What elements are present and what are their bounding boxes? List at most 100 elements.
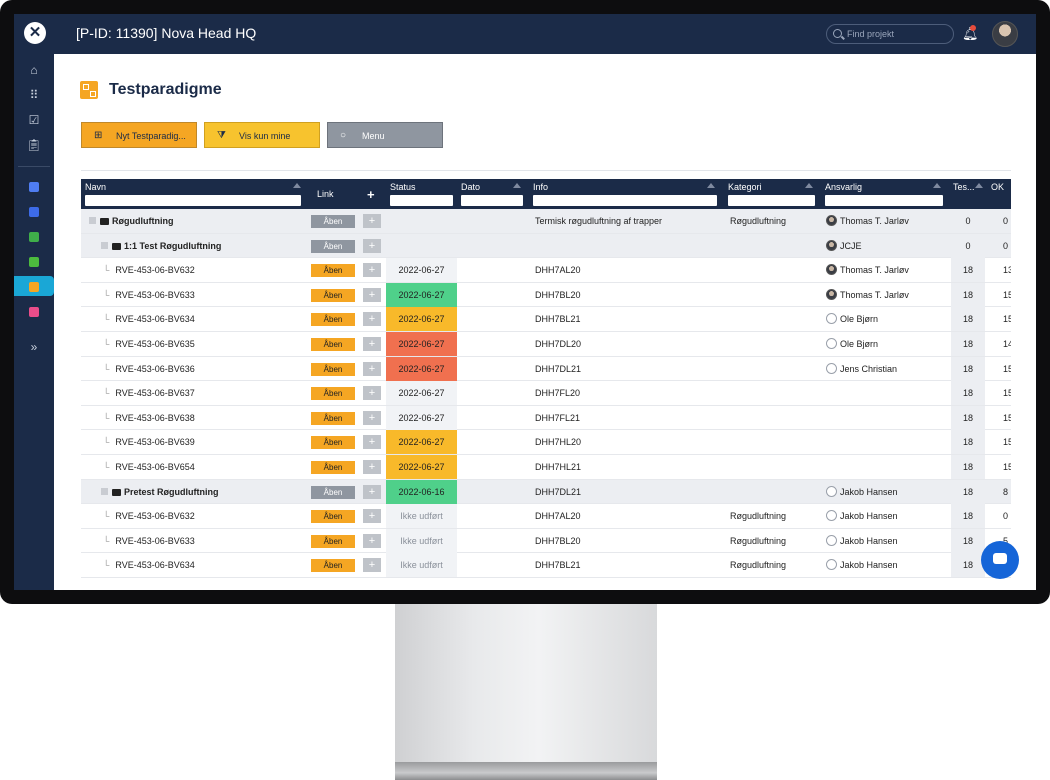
table-row[interactable]: └ RVE-453-06-BV634 Åben + Ikke udført DHH7BL2…: [81, 553, 1011, 578]
show-only-mine-button[interactable]: ⧩ Vis kun mine: [204, 122, 320, 148]
user-avatar[interactable]: [992, 21, 1018, 47]
open-button[interactable]: Åben: [311, 461, 355, 474]
status-cell[interactable]: 2022-06-27: [386, 405, 457, 430]
testparadigm-icon[interactable]: [14, 276, 54, 296]
group-row[interactable]: Røgudluftning Åben + Termisk røgudluftning …: [81, 209, 1011, 234]
column-info[interactable]: Info: [529, 179, 721, 209]
status-cell[interactable]: Ikke udført: [386, 553, 457, 578]
checklist-icon[interactable]: ☑: [28, 113, 40, 127]
sort-icon[interactable]: [975, 183, 983, 188]
filter-dato-input[interactable]: [461, 195, 523, 206]
apps-grid-icon[interactable]: ⠿: [29, 88, 39, 102]
open-button[interactable]: Åben: [311, 411, 355, 425]
open-button[interactable]: Åben: [311, 510, 355, 524]
add-button[interactable]: +: [363, 361, 381, 376]
add-button[interactable]: +: [363, 460, 381, 474]
status-cell[interactable]: 2022-06-16: [386, 479, 457, 504]
sort-icon[interactable]: [513, 183, 521, 188]
app-logo-icon[interactable]: ✕: [24, 22, 46, 44]
status-cell[interactable]: [386, 209, 457, 233]
column-kategori[interactable]: Kategori: [724, 179, 819, 209]
filter-kategori-input[interactable]: [728, 195, 815, 206]
calendar-icon[interactable]: [14, 176, 54, 196]
open-button[interactable]: Åben: [311, 436, 355, 450]
add-button[interactable]: +: [363, 263, 381, 278]
report-icon[interactable]: [14, 301, 54, 321]
expand-sidebar-icon[interactable]: »: [30, 340, 38, 354]
table-row[interactable]: └ RVE-453-06-BV635 Åben +2022-06-27 DHH7DL20…: [81, 332, 1011, 357]
add-button[interactable]: +: [363, 337, 381, 351]
add-row-icon[interactable]: +: [367, 187, 375, 202]
new-testparadigm-button[interactable]: ⊞ Nyt Testparadig...: [81, 122, 197, 148]
column-status[interactable]: Status: [386, 179, 457, 209]
table-row[interactable]: └ RVE-453-06-BV654 Åben +2022-06-27 DHH7HL21…: [81, 455, 1011, 480]
add-button[interactable]: +: [363, 410, 381, 425]
chat-button[interactable]: [981, 541, 1019, 579]
filter-navn-input[interactable]: [85, 195, 301, 206]
status-cell[interactable]: 2022-06-27: [386, 455, 457, 479]
table-row[interactable]: └ RVE-453-06-BV634 Åben +2022-06-27 DHH7BL21…: [81, 307, 1011, 332]
home-icon[interactable]: ⌂: [30, 63, 38, 77]
open-button[interactable]: Åben: [311, 387, 355, 401]
menu-button[interactable]: ○ Menu: [327, 122, 443, 148]
open-button[interactable]: Åben: [311, 288, 355, 302]
table-row[interactable]: └ RVE-453-06-BV632 Åben +2022-06-27 DHH7AL20…: [81, 258, 1011, 283]
status-cell[interactable]: 2022-06-27: [386, 430, 457, 455]
sort-icon[interactable]: [707, 183, 715, 188]
status-cell[interactable]: [386, 234, 457, 258]
group-row[interactable]: 1:1 Test Røgudluftning Åben + JCJE 0 0: [81, 233, 1011, 259]
add-button[interactable]: +: [363, 533, 381, 548]
add-button[interactable]: +: [363, 238, 381, 253]
diagram-icon[interactable]: [14, 201, 54, 221]
search-input[interactable]: Find projekt: [826, 24, 954, 44]
column-ansvarlig[interactable]: Ansvarlig: [821, 179, 947, 209]
table-row[interactable]: └ RVE-453-06-BV639 Åben +2022-06-27 DHH7HL20…: [81, 430, 1011, 455]
add-button[interactable]: +: [363, 509, 381, 524]
file-icon[interactable]: [14, 251, 54, 271]
add-button[interactable]: +: [363, 484, 381, 499]
table-row[interactable]: └ RVE-453-06-BV632 Åben + Ikke udført DHH7AL2…: [81, 504, 1011, 529]
add-button[interactable]: +: [363, 435, 381, 450]
sort-icon[interactable]: [293, 183, 301, 188]
add-button[interactable]: +: [363, 287, 381, 302]
add-button[interactable]: +: [363, 558, 381, 573]
table-row[interactable]: └ RVE-453-06-BV638 Åben +2022-06-27 DHH7FL21…: [81, 405, 1011, 431]
open-button[interactable]: Åben: [311, 239, 355, 253]
collapse-toggle-icon[interactable]: [101, 487, 108, 495]
column-navn[interactable]: Navn: [81, 179, 307, 209]
status-cell[interactable]: 2022-06-27: [386, 258, 457, 283]
column-ok[interactable]: OK: [987, 179, 1011, 209]
sort-icon[interactable]: [933, 183, 941, 188]
status-cell[interactable]: 2022-06-27: [386, 282, 457, 307]
add-button[interactable]: +: [363, 312, 381, 327]
column-tes[interactable]: Tes...: [949, 179, 985, 209]
open-button[interactable]: Åben: [311, 559, 355, 573]
filter-info-input[interactable]: [533, 195, 717, 206]
add-button[interactable]: +: [363, 214, 381, 228]
table-row[interactable]: └ RVE-453-06-BV633 Åben + Ikke udført DHH7BL2…: [81, 528, 1011, 554]
table-row[interactable]: └ RVE-453-06-BV637 Åben +2022-06-27 DHH7FL20…: [81, 381, 1011, 406]
filter-ansvarlig-input[interactable]: [825, 195, 943, 206]
open-button[interactable]: Åben: [311, 338, 355, 351]
status-cell[interactable]: Ikke udført: [386, 528, 457, 553]
column-dato[interactable]: Dato: [457, 179, 527, 209]
table-row[interactable]: └ RVE-453-06-BV633 Åben +2022-06-27 DHH7BL20…: [81, 282, 1011, 308]
filter-status-input[interactable]: [390, 195, 453, 206]
status-cell[interactable]: 2022-06-27: [386, 381, 457, 406]
table-row[interactable]: └ RVE-453-06-BV636 Åben +2022-06-27 DHH7DL21…: [81, 356, 1011, 382]
open-button[interactable]: Åben: [311, 534, 355, 548]
open-button[interactable]: Åben: [311, 485, 355, 499]
collapse-toggle-icon[interactable]: [101, 241, 108, 249]
status-cell[interactable]: 2022-06-27: [386, 356, 457, 381]
document-icon[interactable]: [14, 226, 54, 246]
status-cell[interactable]: 2022-06-27: [386, 332, 457, 356]
open-button[interactable]: Åben: [311, 264, 355, 278]
open-button[interactable]: Åben: [311, 313, 355, 327]
open-button[interactable]: Åben: [311, 215, 355, 228]
group-row[interactable]: Pretest Røgudluftning Åben +2022-06-16 DHH7…: [81, 479, 1011, 505]
collapse-toggle-icon[interactable]: [89, 217, 96, 224]
open-button[interactable]: Åben: [311, 362, 355, 376]
add-button[interactable]: +: [363, 386, 381, 401]
status-cell[interactable]: 2022-06-27: [386, 307, 457, 332]
sort-icon[interactable]: [805, 183, 813, 188]
